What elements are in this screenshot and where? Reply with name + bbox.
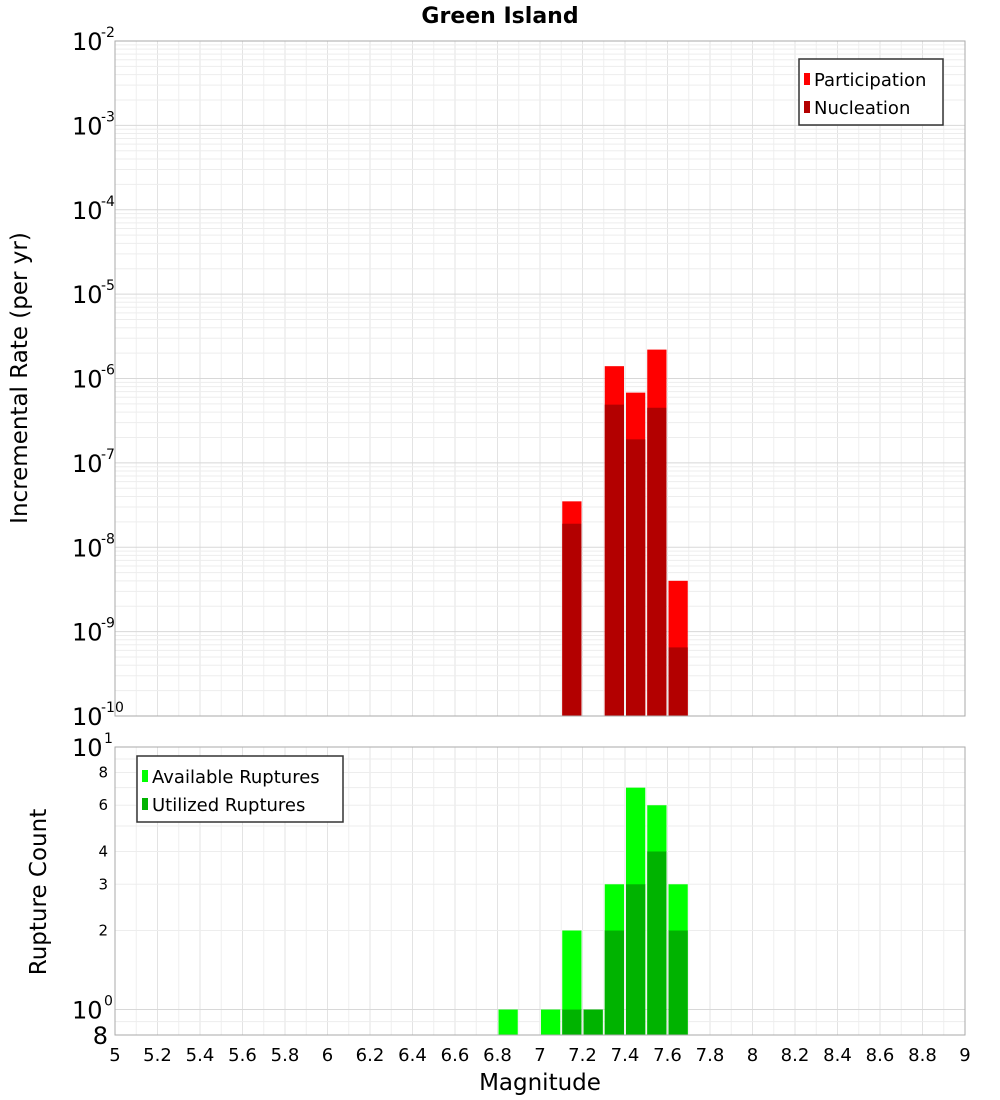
- x-tick-label: 6.8: [483, 1045, 512, 1066]
- utilized-ruptures-bar: [583, 1009, 603, 1035]
- nucleation-bar: [647, 407, 667, 716]
- top-y-tick-exponent: -7: [101, 447, 115, 463]
- x-tick-label: 7.2: [568, 1045, 597, 1066]
- bottom-panel-frame: [114, 746, 966, 1036]
- available-ruptures-bar: [498, 1009, 518, 1035]
- available-ruptures-bar: [562, 930, 582, 1035]
- bottom-y-minor-tick-label: 2: [98, 922, 108, 940]
- bottom-y-tick-label: 10: [72, 997, 103, 1025]
- x-tick-label: 6: [322, 1045, 333, 1066]
- x-tick-label: 7.8: [696, 1045, 725, 1066]
- bottom-y-axis-label: Rupture Count: [26, 809, 52, 975]
- bottom-panel-bars: [498, 787, 688, 1035]
- available-ruptures-bar: [541, 1009, 561, 1035]
- legend-swatch: [804, 73, 810, 85]
- top-panel-frame: [114, 40, 966, 717]
- bottom-y-minor-tick-label: 6: [98, 796, 108, 814]
- top-y-axis-label: Incremental Rate (per yr): [7, 232, 33, 524]
- top-panel-grid: [114, 41, 966, 717]
- top-y-tick-label: 10: [72, 281, 103, 309]
- legend-label: Available Ruptures: [152, 767, 320, 788]
- x-tick-label: 9: [959, 1045, 970, 1066]
- x-tick-label: 5.2: [143, 1045, 172, 1066]
- legend-swatch: [142, 798, 148, 810]
- top-y-tick-label: 10: [72, 534, 103, 562]
- top-y-tick-exponent: -3: [101, 109, 115, 125]
- panel-frames: [114, 40, 966, 1036]
- top-y-tick-label: 10: [72, 112, 103, 140]
- top-y-tick-exponent: -10: [101, 700, 124, 716]
- x-tick-label: 6.6: [441, 1045, 470, 1066]
- top-y-tick-exponent: -2: [101, 25, 115, 41]
- bottom-y-tick-exponent: 1: [104, 731, 113, 747]
- legend-swatch: [804, 101, 810, 113]
- utilized-ruptures-bar: [604, 930, 624, 1035]
- x-tick-label: 6.4: [398, 1045, 427, 1066]
- top-y-tick-exponent: -6: [101, 363, 115, 379]
- legend-swatch: [142, 770, 148, 782]
- legend-label: Utilized Ruptures: [152, 795, 305, 816]
- x-tick-label: 8.2: [781, 1045, 810, 1066]
- top-y-tick-exponent: -8: [101, 531, 115, 547]
- x-tick-label: 8.4: [823, 1045, 852, 1066]
- x-tick-label: 5.8: [271, 1045, 300, 1066]
- bottom-y-minor-tick-label: 8: [98, 763, 108, 781]
- nucleation-bar: [626, 439, 646, 716]
- x-tick-label: 8.8: [908, 1045, 937, 1066]
- chart-title: Green Island: [421, 4, 578, 29]
- bottom-y-minor-tick-label: 4: [98, 842, 108, 860]
- top-y-tick-label: 10: [72, 197, 103, 225]
- bottom-y-tick-label: 10: [72, 734, 103, 762]
- x-tick-label: 5.6: [228, 1045, 257, 1066]
- utilized-ruptures-bar: [562, 1009, 582, 1035]
- utilized-ruptures-bar: [626, 884, 646, 1035]
- legends: Participation Nucleation Available Rupture…: [136, 58, 944, 823]
- legend-label: Nucleation: [814, 98, 910, 119]
- x-tick-label: 8: [747, 1045, 758, 1066]
- x-axis-label: Magnitude: [479, 1070, 601, 1096]
- top-y-tick-exponent: -9: [101, 616, 115, 632]
- top-y-tick-label: 10: [72, 703, 103, 731]
- x-tick-label: 5.4: [186, 1045, 215, 1066]
- top-y-tick-label: 10: [72, 619, 103, 647]
- top-y-tick-label: 10: [72, 366, 103, 394]
- legend-box: [798, 58, 944, 126]
- top-y-tick-label: 10: [72, 450, 103, 478]
- nucleation-bar: [604, 404, 624, 716]
- x-tick-label: 7.6: [653, 1045, 682, 1066]
- nucleation-bar: [668, 647, 688, 716]
- bottom-y-tick-exponent: 0: [104, 994, 113, 1010]
- x-tick-label: 6.2: [356, 1045, 385, 1066]
- top-y-tick-label: 10: [72, 28, 103, 56]
- bottom-y-minor-tick-label: 3: [98, 875, 108, 893]
- top-y-tick-exponent: -4: [101, 194, 115, 210]
- top-y-tick-exponent: -5: [101, 278, 115, 294]
- legend-box: [136, 755, 344, 823]
- bottom-y-bottom-tick-label: 8: [93, 1022, 108, 1050]
- top-panel-bars: [562, 349, 688, 716]
- x-tick-label: 7.4: [611, 1045, 640, 1066]
- x-tick-label: 8.6: [866, 1045, 895, 1066]
- x-tick-label: 5: [109, 1045, 120, 1066]
- nucleation-bar: [562, 523, 582, 716]
- x-tick-label: 7: [534, 1045, 545, 1066]
- utilized-ruptures-bar: [647, 851, 667, 1035]
- legend-label: Participation: [814, 70, 926, 91]
- utilized-ruptures-bar: [668, 930, 688, 1035]
